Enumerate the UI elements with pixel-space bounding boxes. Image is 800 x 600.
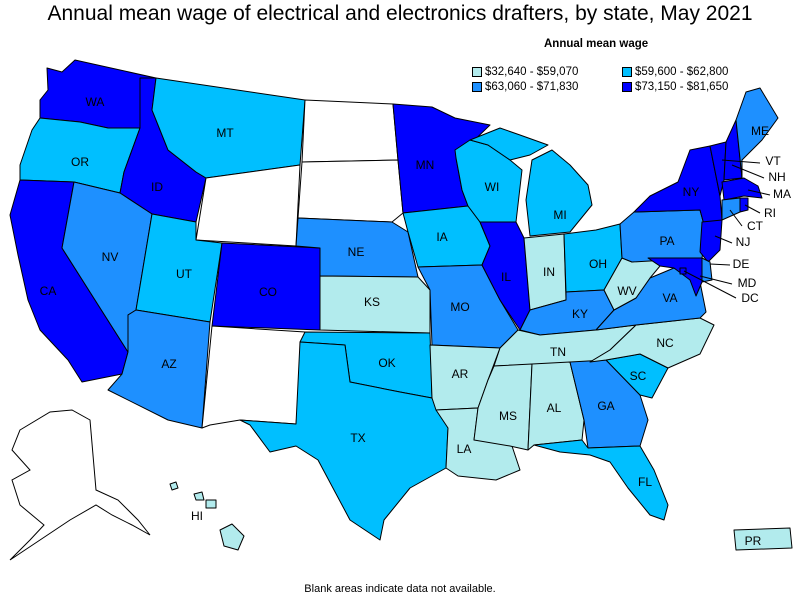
state-ND[interactable] xyxy=(301,99,399,163)
label-NJ: NJ xyxy=(736,235,751,249)
leader-VT xyxy=(721,159,761,164)
label-VT: VT xyxy=(765,154,781,168)
state-labels: WA OR CA ID NV MT UT AZ CO NE KS OK TX M… xyxy=(40,95,791,548)
label-ME: ME xyxy=(751,124,769,138)
legend-swatch xyxy=(472,82,482,92)
label-CT: CT xyxy=(747,219,764,233)
label-NE: NE xyxy=(348,245,365,259)
label-KY: KY xyxy=(572,307,588,321)
legend-label: $63,060 - $71,830 xyxy=(485,81,579,93)
state-NC[interactable] xyxy=(589,317,715,369)
state-SD[interactable] xyxy=(297,159,404,223)
label-MO: MO xyxy=(450,300,469,314)
leader-NJ xyxy=(714,235,733,244)
label-WA: WA xyxy=(86,95,105,109)
state-HI[interactable] xyxy=(219,523,245,551)
label-CO: CO xyxy=(259,285,277,299)
state-RI[interactable] xyxy=(739,197,749,213)
state-ME[interactable] xyxy=(735,87,779,179)
state-AK[interactable] xyxy=(9,409,151,561)
legend-label: $32,640 - $59,070 xyxy=(485,66,579,78)
label-AZ: AZ xyxy=(161,357,176,371)
state-TX[interactable] xyxy=(239,341,449,541)
label-RI: RI xyxy=(764,206,776,220)
label-VA: VA xyxy=(662,291,677,305)
label-MT: MT xyxy=(216,126,234,140)
label-MD: MD xyxy=(738,276,757,290)
label-UT: UT xyxy=(176,267,193,281)
label-NC: NC xyxy=(656,336,674,350)
state-MI[interactable] xyxy=(525,149,593,237)
leader-MD xyxy=(699,275,733,285)
legend-item-tier-4: $73,150 - $81,650 xyxy=(622,81,728,93)
state-NJ[interactable] xyxy=(699,219,723,263)
label-WI: WI xyxy=(485,180,500,194)
state-PR[interactable] xyxy=(733,527,793,551)
label-PA: PA xyxy=(659,234,674,248)
label-NV: NV xyxy=(102,250,119,264)
leader-DE xyxy=(709,263,731,266)
label-IA: IA xyxy=(436,230,447,244)
state-MA[interactable] xyxy=(721,177,763,201)
label-OR: OR xyxy=(71,155,89,169)
state-FL[interactable] xyxy=(533,439,669,521)
state-AZ[interactable] xyxy=(107,309,211,429)
legend-swatch xyxy=(622,82,632,92)
legend-swatch xyxy=(622,67,632,77)
legend-item-tier-2: $59,600 - $62,800 xyxy=(622,66,728,78)
state-HI-maui[interactable] xyxy=(205,499,217,509)
leader-RI xyxy=(744,204,761,214)
footnote: Blank areas indicate data not available. xyxy=(304,583,496,595)
legend-item-tier-1: $32,640 - $59,070 xyxy=(472,66,578,78)
state-MI-UP[interactable] xyxy=(469,127,549,161)
label-KS: KS xyxy=(364,295,380,309)
legend-label: $73,150 - $81,650 xyxy=(635,81,729,93)
label-LA: LA xyxy=(457,442,472,456)
label-OH: OH xyxy=(589,257,607,271)
leader-MA xyxy=(747,189,771,196)
label-HI: HI xyxy=(191,509,203,523)
state-WA[interactable] xyxy=(39,59,157,129)
label-OK: OK xyxy=(378,356,395,370)
label-MA: MA xyxy=(773,187,791,201)
label-DC: DC xyxy=(741,291,759,305)
label-DE: DE xyxy=(733,257,750,271)
state-HI-oahu[interactable] xyxy=(193,491,205,501)
leader-DC xyxy=(683,270,737,299)
map-title: Annual mean wage of electrical and elect… xyxy=(47,2,753,25)
label-SC: SC xyxy=(630,369,647,383)
leader-CT xyxy=(729,209,743,227)
label-IL: IL xyxy=(501,270,511,284)
state-HI-kauai[interactable] xyxy=(169,481,179,491)
label-NH: NH xyxy=(768,170,785,184)
label-TN: TN xyxy=(550,345,566,359)
state-MD[interactable] xyxy=(647,257,703,297)
label-MI: MI xyxy=(553,208,566,222)
label-PR: PR xyxy=(745,534,762,548)
state-KS[interactable] xyxy=(319,275,431,334)
state-DC[interactable] xyxy=(679,267,687,275)
label-FL: FL xyxy=(638,475,652,489)
label-MN: MN xyxy=(416,158,435,172)
leader-lines xyxy=(683,159,771,299)
label-MS: MS xyxy=(499,409,517,423)
label-TX: TX xyxy=(350,431,365,445)
label-CA: CA xyxy=(40,284,57,298)
state-WY[interactable] xyxy=(195,164,301,247)
label-AL: AL xyxy=(547,401,562,415)
legend-swatch xyxy=(472,67,482,77)
legend-title: Annual mean wage xyxy=(544,38,649,50)
state-CT[interactable] xyxy=(721,197,741,221)
label-GA: GA xyxy=(597,399,614,413)
state-NM[interactable] xyxy=(201,325,306,429)
label-AR: AR xyxy=(452,367,469,381)
label-NY: NY xyxy=(683,185,700,199)
label-ID: ID xyxy=(151,180,163,194)
legend-item-tier-3: $63,060 - $71,830 xyxy=(472,81,578,93)
leader-NH xyxy=(731,164,765,179)
label-IN: IN xyxy=(543,265,555,279)
legend-label: $59,600 - $62,800 xyxy=(635,66,729,78)
label-WV: WV xyxy=(617,284,636,298)
